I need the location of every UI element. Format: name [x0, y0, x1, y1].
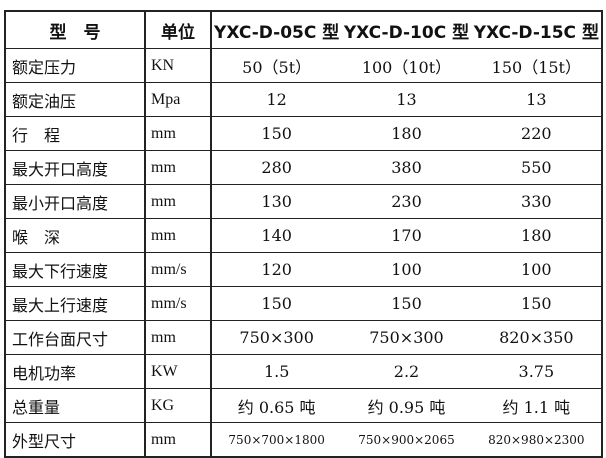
value-cell: 750×900×2065 [341, 422, 472, 458]
table-row: 喉 深 mm 140 170 180 [4, 218, 604, 253]
value-cell: 750×300 [211, 320, 342, 355]
value-cell: 2.2 [341, 354, 472, 389]
header-cell: YXC-D-10C 型 [341, 10, 472, 49]
value-cell: 380 [341, 150, 472, 185]
value-cell: 120 [211, 252, 342, 287]
value-cell: 130 [211, 184, 342, 219]
value-cell: 150 [211, 286, 342, 321]
value-cell: 13 [341, 82, 472, 117]
specs-table: 型 号单位 YXC-D-05C 型 YXC-D-10C 型 YXC-D-15C 型 额… [4, 10, 604, 458]
value-cell: 330 [471, 184, 604, 219]
unit-cell: KN [145, 48, 212, 83]
value-cell: 220 [471, 116, 604, 151]
header-row: 型 号单位 YXC-D-05C 型 YXC-D-10C 型 YXC-D-15C 型 [4, 10, 604, 49]
value-cell: 100 [471, 252, 604, 287]
table-row: 总重量 KG 约 0.65 吨约 0.95 吨约 1.1 吨 [4, 388, 604, 423]
header-cell: 单位 [145, 10, 212, 49]
value-cell: 150（15t） [471, 48, 604, 83]
value-cell: 550 [471, 150, 604, 185]
unit-cell: mm [145, 422, 212, 458]
table-row: 最大下行速度 mm/s 120 100 100 [4, 252, 604, 287]
value-cell: 13 [471, 82, 604, 117]
unit-cell: KG [145, 388, 212, 423]
table-row: 工作台面尺寸 mm 750×300 750×300 820×350 [4, 320, 604, 355]
table-row: 行 程 mm 150 180 220 [4, 116, 604, 151]
param-name: 最小开口高度 [4, 184, 146, 219]
value-cell: 820×980×2300 [471, 422, 604, 458]
unit-cell: mm [145, 184, 212, 219]
unit-cell: mm [145, 218, 212, 253]
param-name: 最大上行速度 [4, 286, 146, 321]
table-row: 外型尺寸 mm 750×700×1800 750×900×2065 820×980×23… [4, 422, 604, 458]
value-cell: 280 [211, 150, 342, 185]
unit-cell: Mpa [145, 82, 212, 117]
value-cell: 750×300 [341, 320, 472, 355]
param-name: 电机功率 [4, 354, 146, 389]
value-cell: 140 [211, 218, 342, 253]
value-cell: 230 [341, 184, 472, 219]
value-cell: 3.75 [471, 354, 604, 389]
value-cell: 180 [471, 218, 604, 253]
value-cell: 170 [341, 218, 472, 253]
unit-cell: KW [145, 354, 212, 389]
value-cell: 约 0.95 吨 [341, 388, 472, 423]
table-row: 最大上行速度 mm/s 150 150 150 [4, 286, 604, 321]
value-cell: 约 1.1 吨 [471, 388, 604, 423]
value-cell: 150 [341, 286, 472, 321]
param-name: 外型尺寸 [4, 422, 146, 458]
value-cell: 820×350 [471, 320, 604, 355]
unit-cell: mm/s [145, 252, 212, 287]
param-name: 额定油压 [4, 82, 146, 117]
value-cell: 180 [341, 116, 472, 151]
param-name: 最大下行速度 [4, 252, 146, 287]
param-name: 总重量 [4, 388, 146, 423]
unit-cell: mm [145, 116, 212, 151]
table-row: 最大开口高度 mm 280 380 550 [4, 150, 604, 185]
param-name: 工作台面尺寸 [4, 320, 146, 355]
value-cell: 100（10t） [341, 48, 472, 83]
value-cell: 12 [211, 82, 342, 117]
table-row: 额定压力 KN 50（5t） 100（10t） 150（15t） [4, 48, 604, 83]
unit-cell: mm/s [145, 286, 212, 321]
value-cell: 50（5t） [211, 48, 342, 83]
param-name: 额定压力 [4, 48, 146, 83]
param-name: 喉 深 [4, 218, 146, 253]
table-row: 额定油压 Mpa 12 13 13 [4, 82, 604, 117]
value-cell: 750×700×1800 [211, 422, 342, 458]
value-cell: 约 0.65 吨 [211, 388, 342, 423]
value-cell: 1.5 [211, 354, 342, 389]
table-row: 电机功率 KW 1.5 2.2 3.75 [4, 354, 604, 389]
value-cell: 150 [471, 286, 604, 321]
unit-cell: mm [145, 320, 212, 355]
unit-cell: mm [145, 150, 212, 185]
table-row: 最小开口高度 mm 130 230 330 [4, 184, 604, 219]
param-name: 最大开口高度 [4, 150, 146, 185]
value-cell: 100 [341, 252, 472, 287]
header-cell: YXC-D-05C 型 [211, 10, 342, 49]
header-cell: 型 号 [4, 10, 146, 49]
header-cell: YXC-D-15C 型 [471, 10, 604, 49]
param-name: 行 程 [4, 116, 146, 151]
value-cell: 150 [211, 116, 342, 151]
